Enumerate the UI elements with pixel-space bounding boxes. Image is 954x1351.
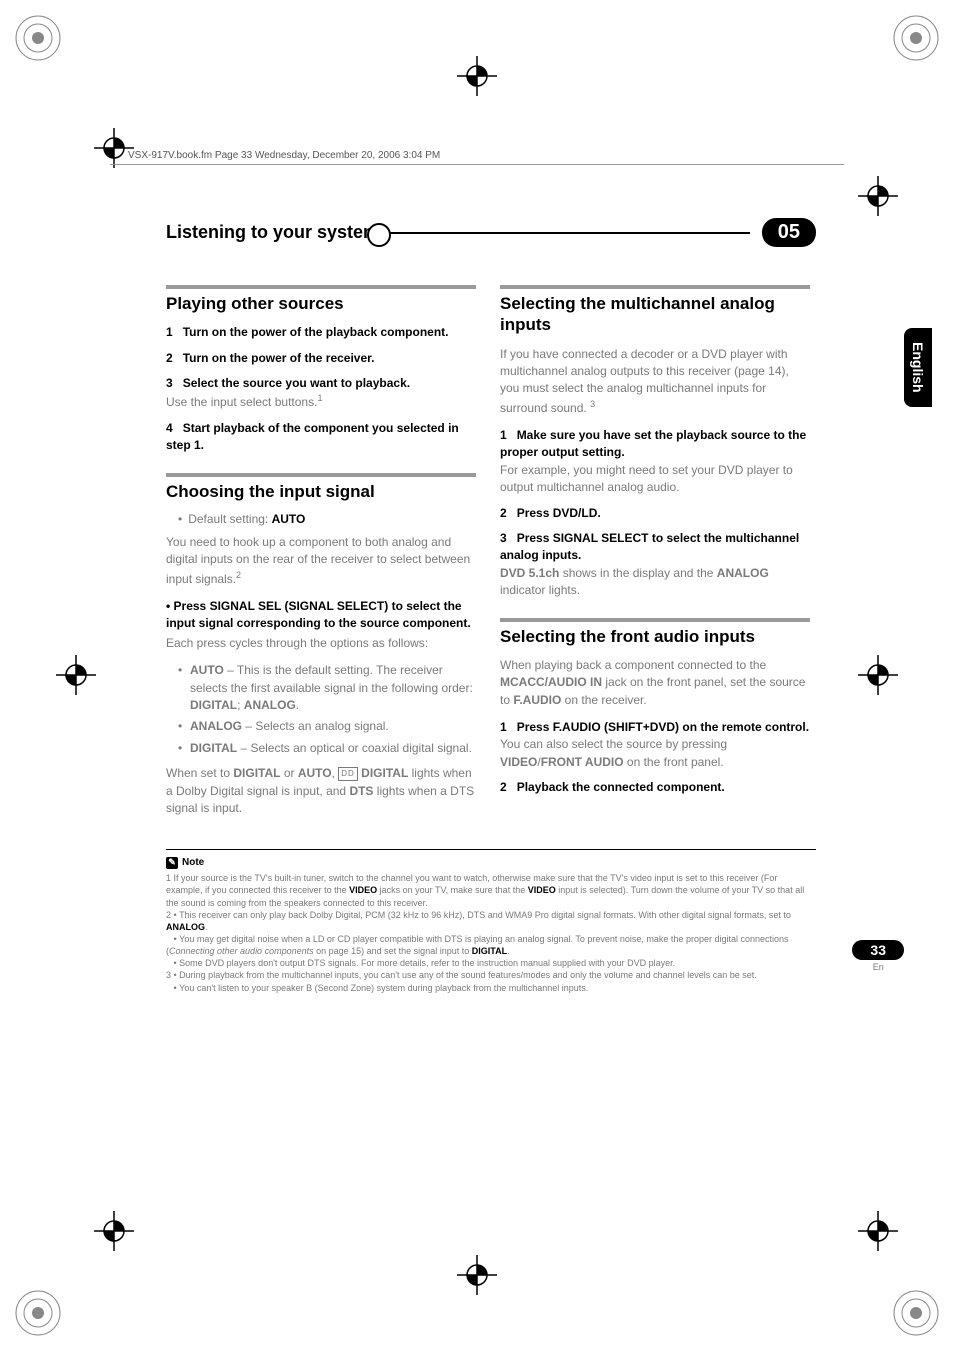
right-column: Selecting the multichannel analog inputs… [500, 285, 810, 827]
page-content: Listening to your system 05 English Play… [166, 218, 816, 994]
registration-mark-icon [888, 1285, 944, 1341]
step: 4Start playback of the component you sel… [166, 420, 476, 455]
crosshair-icon [858, 655, 898, 695]
step: 1 Turn on the power of the playback compo… [166, 324, 476, 341]
note-icon: ✎ [166, 857, 178, 869]
paragraph: Each press cycles through the options as… [166, 635, 476, 652]
step-title: Press SIGNAL SELECT to select the multic… [500, 531, 799, 562]
step: 2 Press DVD/LD. [500, 505, 810, 522]
step-number: 2 [500, 780, 507, 794]
step-number: 2 [166, 351, 173, 365]
paragraph: If you have connected a decoder or a DVD… [500, 346, 810, 418]
step-title: Start playback of the component you sele… [166, 421, 459, 452]
step-title: Press DVD/LD. [517, 506, 601, 520]
step-body: You can also select the source by pressi… [500, 736, 810, 771]
section-heading-multichannel-inputs: Selecting the multichannel analog inputs [500, 293, 810, 336]
step-title: Turn on the power of the receiver. [183, 351, 375, 365]
crosshair-icon [858, 1211, 898, 1251]
note-block: ✎ Note 1 If your source is the TV's buil… [166, 849, 816, 993]
crosshair-icon [457, 1255, 497, 1295]
note-heading: ✎ Note [166, 857, 204, 869]
step: 2 Playback the connected component. [500, 779, 810, 796]
footnote-ref: 3 [590, 399, 595, 409]
step: 3 Select the source you want to playback.… [166, 375, 476, 412]
dolby-digital-icon: DD [338, 767, 358, 781]
default-label: Default setting: [188, 512, 268, 526]
section-rule [166, 473, 476, 477]
default-setting: •Default setting: AUTO [178, 512, 476, 526]
crosshair-icon [858, 176, 898, 216]
step-number: 1 [500, 428, 507, 442]
step-number: 2 [500, 506, 507, 520]
step-number: 1 [166, 325, 173, 339]
steps-playing-other-sources: 1 Turn on the power of the playback compo… [166, 324, 476, 454]
running-header: VSX-917V.book.fm Page 33 Wednesday, Dece… [128, 150, 440, 161]
chapter-rule [387, 232, 750, 234]
step-title: Select the source you want to playback. [183, 376, 410, 390]
step-number: 1 [500, 720, 507, 734]
section-rule [166, 285, 476, 289]
list-item: AUTO – This is the default setting. The … [190, 662, 476, 714]
page-number-lang: En [852, 962, 904, 972]
two-column-layout: Playing other sources 1 Turn on the power… [166, 285, 816, 827]
section-rule [500, 285, 810, 289]
registration-mark-icon [10, 1285, 66, 1341]
running-header-rule [110, 164, 844, 165]
registration-mark-icon [10, 10, 66, 66]
instruction: • Press SIGNAL SEL (SIGNAL SELECT) to se… [166, 598, 476, 633]
footnote-ref: 2 [236, 570, 241, 580]
step-body: DVD 5.1ch shows in the display and the A… [500, 565, 810, 600]
footnote-ref: 1 [317, 393, 322, 403]
registration-mark-icon [888, 10, 944, 66]
steps-front-audio: 1 Press F.AUDIO (SHIFT+DVD) on the remote… [500, 719, 810, 797]
crosshair-icon [94, 128, 134, 168]
step: 1Make sure you have set the playback sou… [500, 427, 810, 497]
step: 2 Turn on the power of the receiver. [166, 350, 476, 367]
step-body: For example, you might need to set your … [500, 462, 810, 497]
paragraph: When playing back a component connected … [500, 657, 810, 709]
default-value: AUTO [272, 512, 306, 526]
note-label: Note [182, 857, 204, 868]
section-heading-choosing-input-signal: Choosing the input signal [166, 481, 476, 502]
step: 1 Press F.AUDIO (SHIFT+DVD) on the remote… [500, 719, 810, 771]
step-number: 4 [166, 421, 173, 435]
paragraph: When set to DIGITAL or AUTO, DD DIGITAL … [166, 765, 476, 817]
step-title: Make sure you have set the playback sour… [500, 428, 806, 459]
section-rule [500, 618, 810, 622]
section-heading-front-audio-inputs: Selecting the front audio inputs [500, 626, 810, 647]
left-column: Playing other sources 1 Turn on the power… [166, 285, 476, 827]
page-number-badge: 33 [852, 940, 904, 960]
note-body: 1 If your source is the TV's built-in tu… [166, 872, 816, 993]
step-number: 3 [166, 376, 173, 390]
chapter-number-badge: 05 [762, 218, 816, 247]
language-tab: English [904, 328, 932, 407]
option-list: AUTO – This is the default setting. The … [166, 662, 476, 757]
steps-multichannel: 1Make sure you have set the playback sou… [500, 427, 810, 600]
step-title: Press F.AUDIO (SHIFT+DVD) on the remote … [517, 720, 809, 734]
step-number: 3 [500, 531, 507, 545]
list-item: ANALOG – Selects an analog signal. [190, 718, 476, 735]
paragraph: You need to hook up a component to both … [166, 534, 476, 588]
crosshair-icon [94, 1211, 134, 1251]
chapter-header: Listening to your system 05 [166, 218, 816, 247]
step-title: Playback the connected component. [517, 780, 725, 794]
crosshair-icon [457, 56, 497, 96]
chapter-title: Listening to your system [166, 222, 379, 243]
step-body: Use the input select buttons. [166, 395, 317, 409]
step-title: Turn on the power of the playback compon… [183, 325, 449, 339]
list-item: DIGITAL – Selects an optical or coaxial … [190, 740, 476, 757]
step: 3Press SIGNAL SELECT to select the multi… [500, 530, 810, 600]
crosshair-icon [56, 655, 96, 695]
page-number-block: 33 En [852, 940, 904, 972]
section-heading-playing-other-sources: Playing other sources [166, 293, 476, 314]
